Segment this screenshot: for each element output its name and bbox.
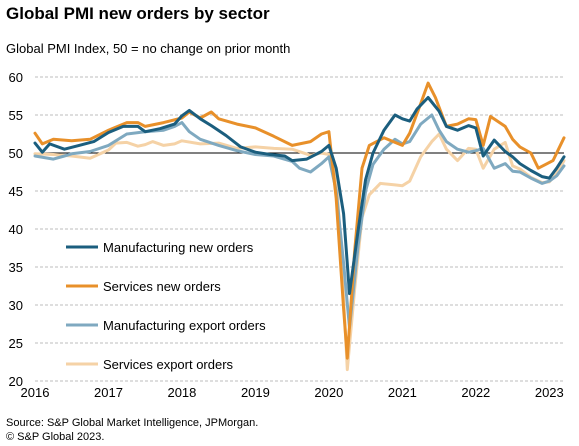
series-line-manufacturing-new-orders bbox=[33, 96, 566, 296]
legend-label-services-new-orders: Services new orders bbox=[103, 279, 221, 294]
y-tick-label: 50 bbox=[9, 146, 23, 161]
legend-label-manufacturing-export-orders: Manufacturing export orders bbox=[103, 318, 266, 333]
legend-label-manufacturing-new-orders: Manufacturing new orders bbox=[103, 240, 254, 255]
y-tick-label: 40 bbox=[9, 222, 23, 237]
x-tick-label: 2021 bbox=[388, 385, 417, 400]
y-tick-label: 35 bbox=[9, 260, 23, 275]
x-tick-label: 2020 bbox=[314, 385, 343, 400]
chart-legend: Manufacturing new orders Services new ord… bbox=[66, 240, 266, 372]
x-tick-label: 2016 bbox=[21, 385, 50, 400]
series-line-services-new-orders bbox=[33, 81, 566, 360]
y-tick-label: 25 bbox=[9, 336, 23, 351]
chart-subtitle: Global PMI Index, 50 = no change on prio… bbox=[6, 41, 291, 56]
y-axis-ticks: 20 25 30 35 40 45 50 55 60 bbox=[9, 70, 23, 389]
x-tick-label: 2023 bbox=[535, 385, 564, 400]
y-tick-label: 45 bbox=[9, 184, 23, 199]
x-tick-label: 2017 bbox=[94, 385, 123, 400]
y-tick-label: 20 bbox=[9, 374, 23, 389]
x-tick-label: 2018 bbox=[167, 385, 196, 400]
chart-source: Source: S&P Global Market Intelligence, … bbox=[6, 416, 258, 444]
copyright-note: © S&P Global 2023. bbox=[6, 431, 105, 443]
y-tick-label: 60 bbox=[9, 70, 23, 85]
series-line-manufacturing-export-orders bbox=[33, 113, 566, 330]
x-tick-label: 2022 bbox=[461, 385, 490, 400]
x-tick-label: 2019 bbox=[241, 385, 270, 400]
x-axis-ticks: 2016 2017 2018 2019 2020 2021 2022 2023 bbox=[21, 385, 564, 400]
series-line-services-export-orders bbox=[33, 132, 566, 372]
y-tick-label: 30 bbox=[9, 298, 23, 313]
chart-series bbox=[33, 81, 566, 372]
chart-gridlines bbox=[35, 76, 564, 382]
source-note: Source: S&P Global Market Intelligence, … bbox=[6, 417, 259, 429]
legend-label-services-export-orders: Services export orders bbox=[103, 357, 234, 372]
y-tick-label: 55 bbox=[9, 108, 23, 123]
chart-title: Global PMI new orders by sector bbox=[6, 4, 270, 23]
